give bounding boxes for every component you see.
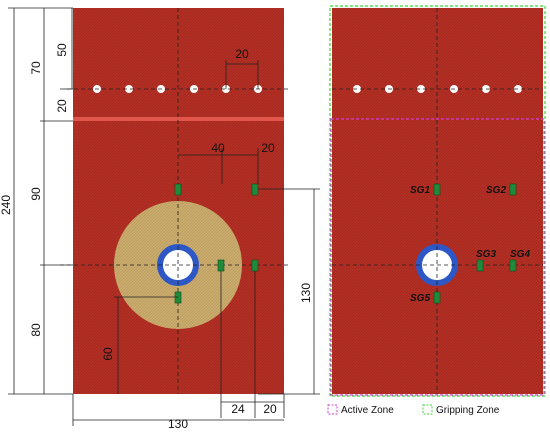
bolt-hole-icon — [417, 85, 425, 93]
dim-height-grip: 70 — [29, 61, 43, 75]
gauge-label-sg2: SG2 — [486, 185, 506, 196]
strain-gauge-icon — [251, 259, 259, 272]
gauge-label-sg4: SG4 — [510, 249, 530, 260]
bolt-hole-icon — [125, 85, 133, 93]
gripping-zone-legend-swatch — [422, 404, 433, 415]
dim-offset-24: 24 — [231, 402, 245, 416]
dim-height-130: 130 — [299, 283, 313, 303]
legend: Active Zone Gripping Zone — [327, 404, 500, 416]
left-clamp-line — [73, 117, 284, 121]
right-gauges — [433, 183, 517, 304]
strain-gauge-icon — [433, 183, 441, 196]
active-zone-outline — [330, 118, 545, 396]
dim-height-lower: 80 — [29, 323, 43, 337]
dim-height-total: 240 — [0, 195, 13, 215]
dim-offset-40: 40 — [211, 141, 225, 155]
dim-height-grip-top: 50 — [55, 43, 69, 57]
strain-gauge-icon — [509, 259, 517, 272]
dim-offset-20-upper: 20 — [261, 141, 275, 155]
gauge-label-sg1: SG1 — [410, 185, 430, 196]
dim-offset-60: 60 — [101, 347, 115, 361]
active-zone-legend-label: Active Zone — [341, 405, 394, 416]
dim-width-total: 130 — [168, 417, 188, 431]
gripping-zone-legend-label: Gripping Zone — [436, 405, 500, 416]
gripping-zone-outline — [329, 5, 546, 397]
strain-gauge-icon — [251, 183, 259, 196]
gauge-label-sg3: SG3 — [476, 249, 496, 260]
strain-gauge-icon — [174, 291, 182, 304]
right-center-lines — [332, 8, 543, 394]
strain-gauge-icon — [509, 183, 517, 196]
dim-height-grip-bottom: 20 — [55, 99, 69, 113]
strain-gauge-icon — [217, 259, 225, 272]
strain-gauge-icon — [433, 291, 441, 304]
dim-hole-spacing: 20 — [235, 47, 249, 61]
dim-height-upper: 90 — [29, 187, 43, 201]
strain-gauge-icon — [476, 259, 484, 272]
active-zone-legend-swatch — [327, 404, 338, 415]
right-plate — [332, 8, 543, 394]
left-gauges — [174, 183, 259, 304]
left-dimension-lines — [8, 7, 320, 426]
left-plate — [73, 8, 284, 394]
gauge-label-sg5: SG5 — [410, 293, 430, 304]
dim-offset-20-lower: 20 — [263, 402, 277, 416]
strain-gauge-icon — [174, 183, 182, 196]
left-center-lines — [60, 8, 290, 394]
left-view: 240 70 50 20 90 80 20 40 20 130 60 24 20… — [0, 7, 320, 431]
right-view: SG1 SG2 SG3 SG4 SG5 — [329, 5, 546, 397]
